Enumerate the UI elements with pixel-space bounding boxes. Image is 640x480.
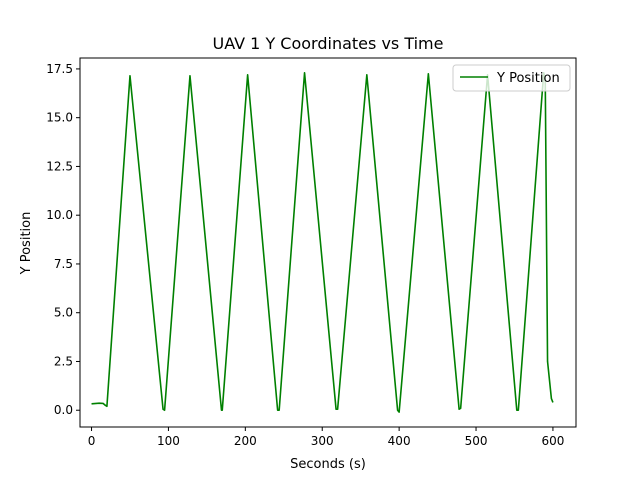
y-axis-label: Y Position (19, 212, 34, 276)
series-line-y-position (91, 72, 554, 413)
y-tick-label: 2.5 (54, 354, 73, 368)
chart-title: UAV 1 Y Coordinates vs Time (213, 34, 444, 53)
x-tick-label: 500 (465, 434, 488, 448)
y-tick-label: 17.5 (46, 62, 73, 76)
y-tick-label: 12.5 (46, 159, 73, 173)
y-tick-label: 0.0 (54, 403, 73, 417)
y-tick-label: 7.5 (54, 257, 73, 271)
x-tick-label: 400 (388, 434, 411, 448)
y-tick-label: 5.0 (54, 306, 73, 320)
legend: Y Position (452, 64, 571, 92)
y-tick-label: 15.0 (46, 111, 73, 125)
x-axis-ticks: 0 100 200 300 400 500 600 (88, 427, 564, 448)
y-axis-ticks: 0.0 2.5 5.0 7.5 10.0 12.5 15.0 17.5 (46, 62, 80, 417)
legend-entry-y-position: Y Position (496, 71, 560, 86)
plot-frame (79, 57, 577, 428)
x-tick-label: 600 (541, 434, 564, 448)
y-tick-label: 10.0 (46, 208, 73, 222)
x-tick-label: 300 (311, 434, 334, 448)
plot-area (79, 57, 577, 428)
legend-box (452, 64, 571, 92)
x-tick-label: 200 (234, 434, 257, 448)
x-tick-label: 100 (157, 434, 180, 448)
x-axis-label: Seconds (s) (290, 457, 366, 472)
x-tick-label: 0 (88, 434, 96, 448)
